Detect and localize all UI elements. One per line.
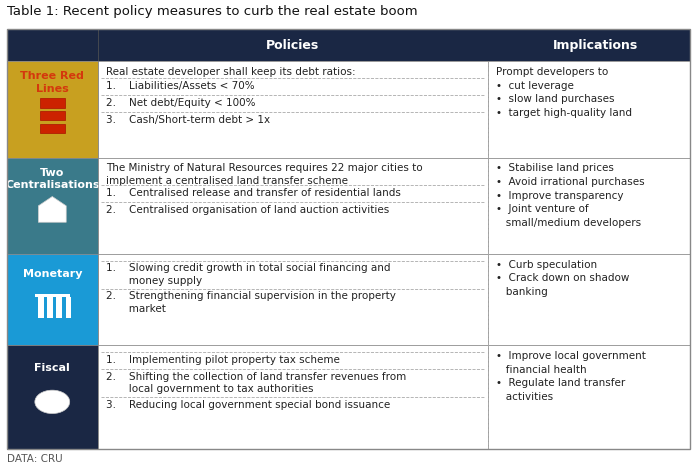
Text: Prompt developers to
•  cut leverage
•  slow land purchases
•  target high-quali: Prompt developers to • cut leverage • sl… (496, 67, 632, 118)
Bar (7, 61, 98, 158)
Bar (7, 345, 98, 449)
Text: DATA: CRU: DATA: CRU (7, 453, 63, 464)
Text: Real estate developer shall keep its debt ratios:: Real estate developer shall keep its deb… (106, 67, 355, 77)
Text: Implications: Implications (553, 39, 638, 52)
Text: Policies: Policies (266, 39, 319, 52)
Bar (488, 345, 690, 449)
Text: •  Improve local government
   financial health
•  Regulate land transfer
   act: • Improve local government financial hea… (496, 351, 646, 402)
Bar (98, 254, 488, 345)
Text: 3.    Reducing local government special bond issuance: 3. Reducing local government special bon… (106, 400, 390, 410)
Text: •  Stabilise land prices
•  Avoid irrational purchases
•  Improve transparency
•: • Stabilise land prices • Avoid irration… (496, 163, 645, 228)
Bar (98, 158, 488, 254)
Text: Two
Centralisations: Two Centralisations (5, 168, 100, 190)
Bar (35, 293, 70, 297)
Bar (66, 297, 71, 318)
Bar (98, 61, 488, 158)
Text: Monetary: Monetary (22, 269, 82, 279)
Text: The Ministry of Natural Resources requires 22 major cities to
implement a centra: The Ministry of Natural Resources requir… (106, 163, 422, 186)
Bar (7, 254, 98, 345)
Text: Three Red
Lines: Three Red Lines (20, 72, 84, 94)
Text: 1.    Centralised release and transfer of residential lands: 1. Centralised release and transfer of r… (106, 188, 401, 197)
Text: 2.    Shifting the collection of land transfer revenues from
       local govern: 2. Shifting the collection of land trans… (106, 372, 406, 395)
Bar (40, 124, 65, 133)
Circle shape (35, 390, 70, 414)
Text: Fiscal: Fiscal (34, 363, 70, 373)
Bar (40, 98, 65, 108)
Bar (56, 297, 62, 318)
Bar (98, 345, 488, 449)
Text: 1.    Implementing pilot property tax scheme: 1. Implementing pilot property tax schem… (106, 355, 340, 365)
Text: 1.    Slowing credit growth in total social financing and
       money supply: 1. Slowing credit growth in total social… (106, 263, 390, 286)
Text: 2.    Strengthening financial supervision in the property
       market: 2. Strengthening financial supervision i… (106, 292, 396, 314)
Bar (488, 158, 690, 254)
Text: 2.    Net debt/Equity < 100%: 2. Net debt/Equity < 100% (106, 98, 255, 108)
Text: Table 1: Recent policy measures to curb the real estate boom: Table 1: Recent policy measures to curb … (7, 5, 418, 18)
Bar (7, 158, 98, 254)
Bar (47, 297, 53, 318)
Text: •  Curb speculation
•  Crack down on shadow
   banking: • Curb speculation • Crack down on shado… (496, 260, 629, 297)
Bar (488, 61, 690, 158)
Bar (7, 29, 690, 449)
Polygon shape (38, 197, 66, 222)
Bar (40, 111, 65, 120)
Text: 3.    Cash/Short-term debt > 1x: 3. Cash/Short-term debt > 1x (106, 115, 270, 125)
Text: 2.    Centralised organisation of land auction activities: 2. Centralised organisation of land auct… (106, 205, 389, 214)
Bar (38, 297, 44, 318)
Bar (7, 29, 690, 61)
Bar (488, 254, 690, 345)
Text: 1.    Liabilities/Assets < 70%: 1. Liabilities/Assets < 70% (106, 81, 254, 91)
